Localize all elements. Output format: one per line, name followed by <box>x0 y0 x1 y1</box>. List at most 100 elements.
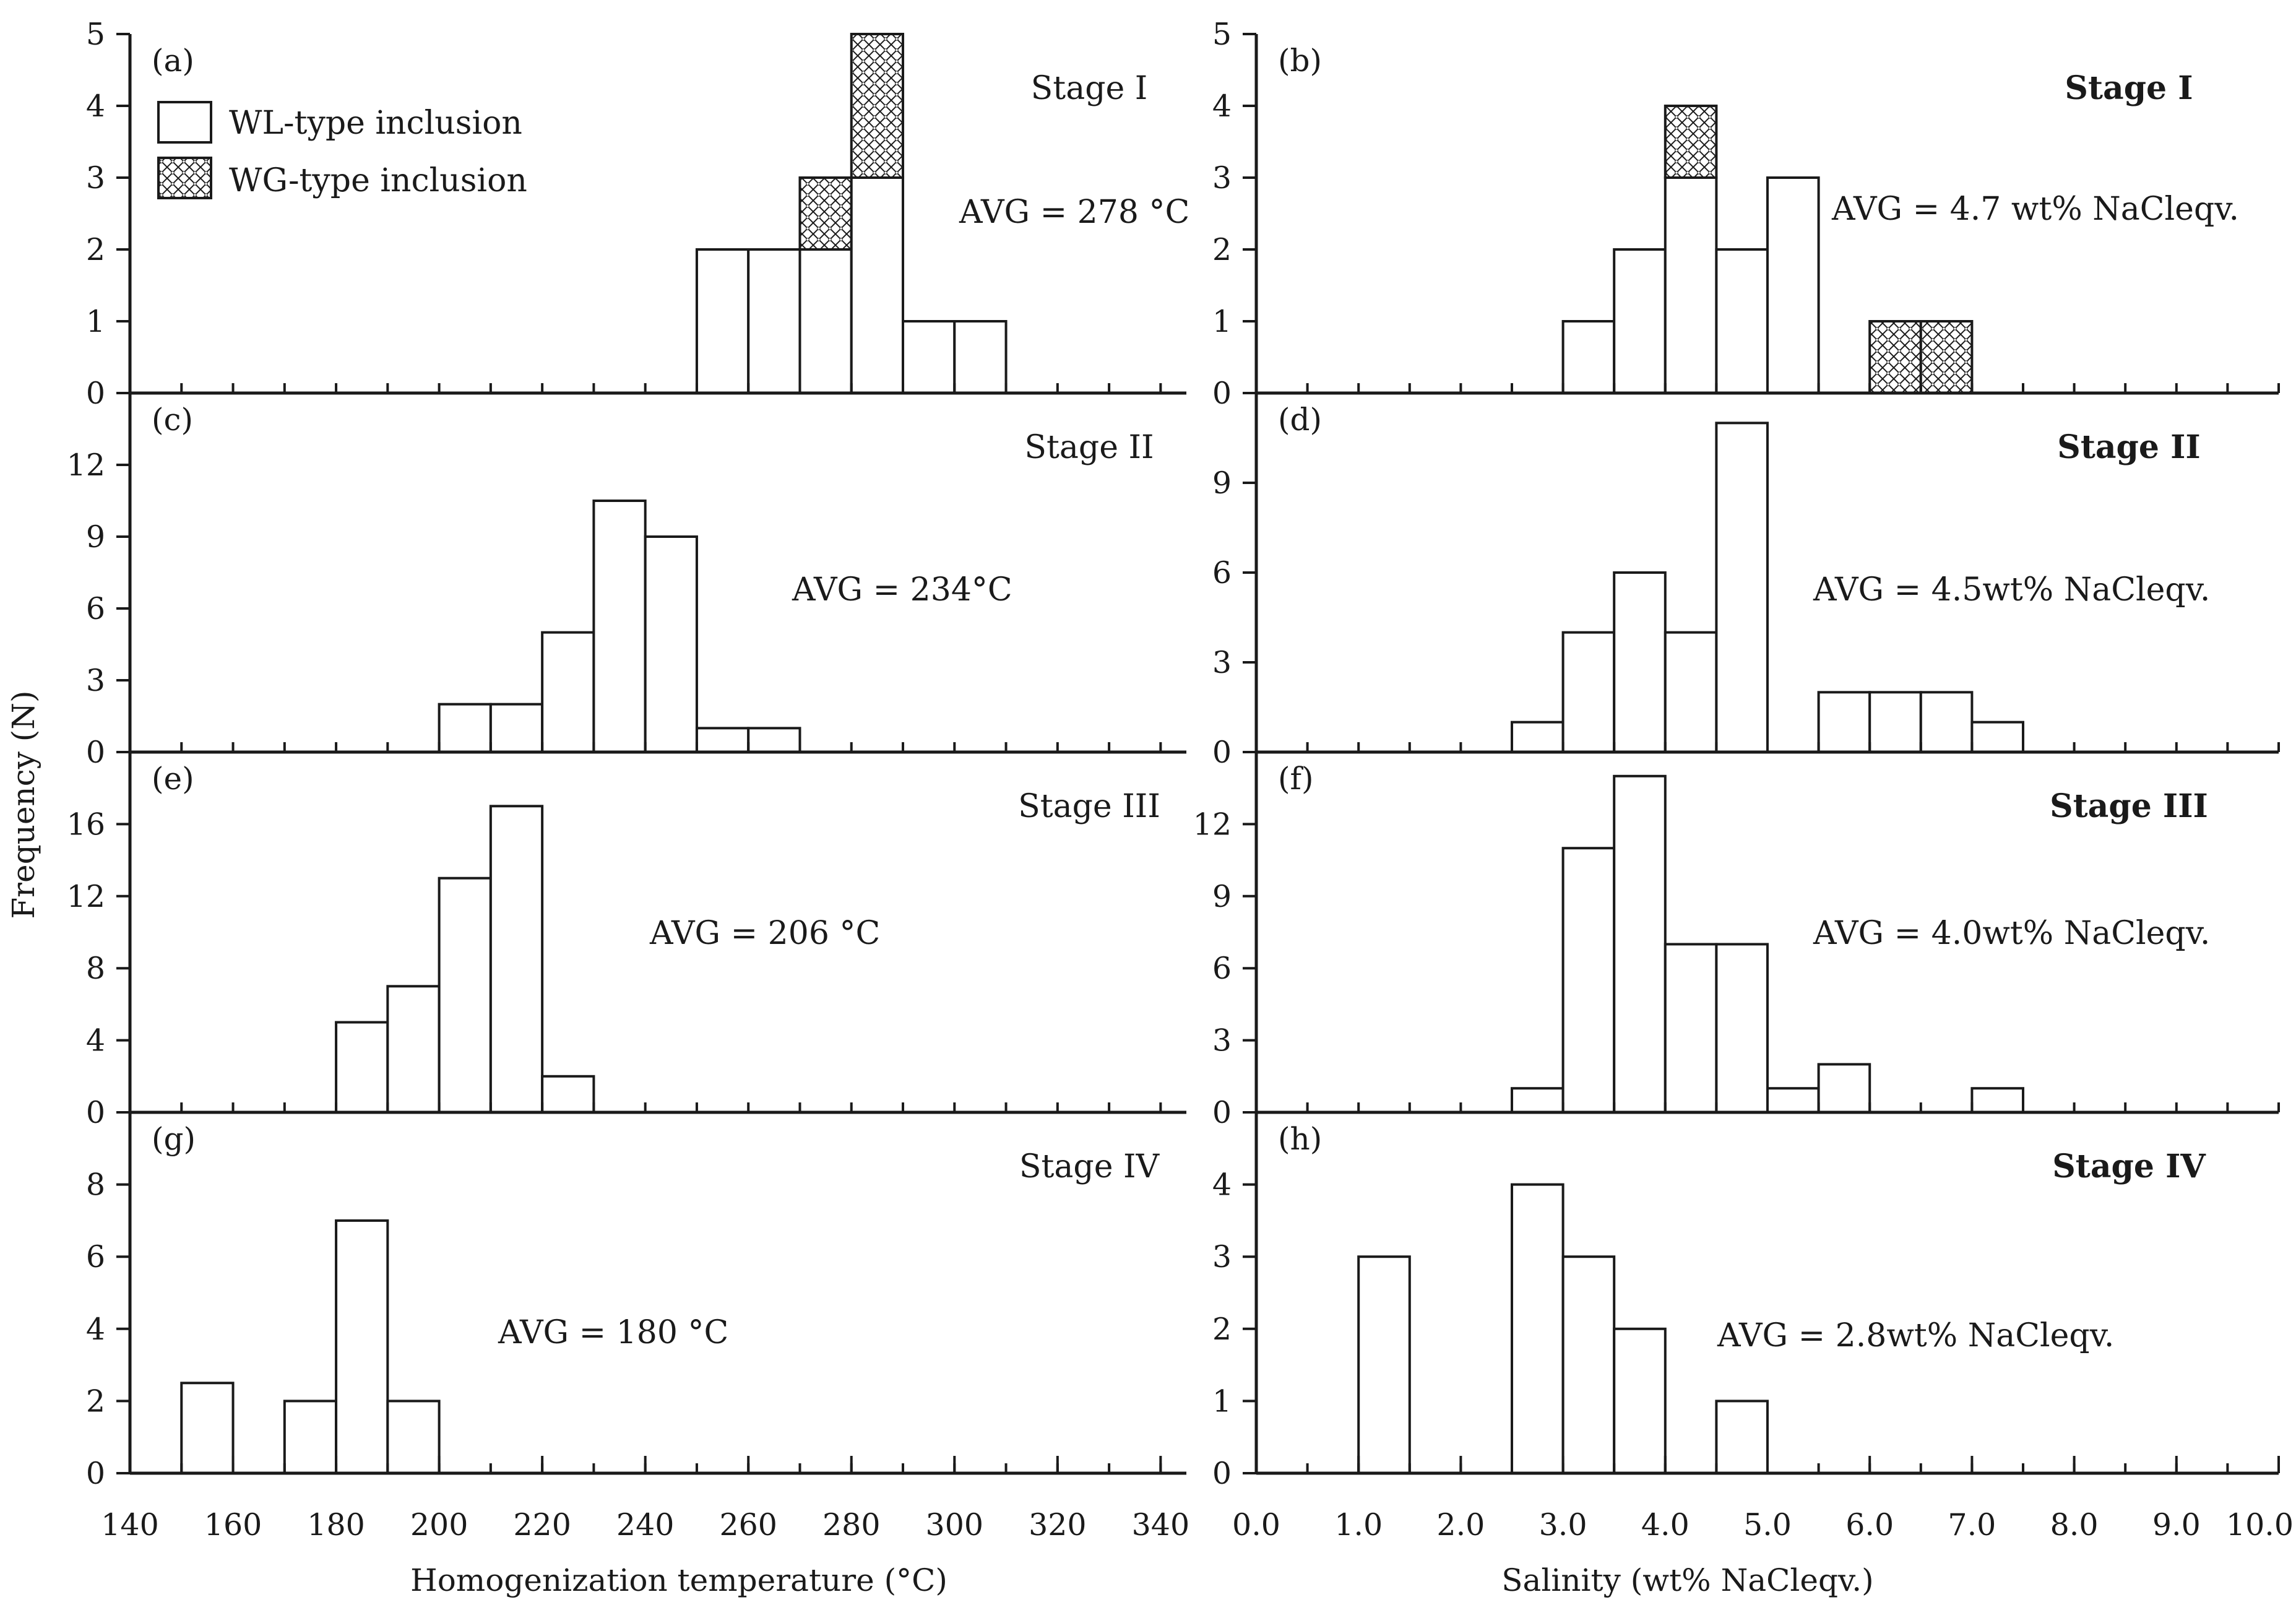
y-tick-label-h-2: 2 <box>1212 1312 1232 1347</box>
bar-a-280-wl <box>850 176 905 394</box>
bar-a-270-wl <box>798 248 853 394</box>
bar-f-5-wl <box>1766 1087 1820 1114</box>
panel-b: 0 1 2 3 4 5 (b) Stage I AVG = 4.7 wt% NaCleqv. <box>1212 17 2280 411</box>
panel-label-b: (b) <box>1278 43 1322 79</box>
panel-d: 0 3 6 9 (d) Stage II AVG = 4.5wt% NaCleqv. <box>1212 393 2280 770</box>
y-tick-label-c-3: 3 <box>86 663 105 698</box>
left-x-tick-label: 340 <box>1132 1507 1190 1543</box>
bar-b-6-wg <box>1868 320 1922 394</box>
y-tick-label-b-2: 2 <box>1212 232 1232 267</box>
y-tick-label-e-4: 4 <box>86 1023 105 1058</box>
left-x-tick-label: 280 <box>822 1507 881 1543</box>
y-tick-label-d-0: 0 <box>1212 735 1232 770</box>
y-tick-label-f-12: 12 <box>1193 807 1232 842</box>
bar-f-2.5-wl <box>1511 1087 1564 1114</box>
avg-label-c: AVG = 234°C <box>792 571 1012 608</box>
y-tick-label-c-6: 6 <box>86 591 105 626</box>
stage-label-c: Stage II <box>1024 429 1154 466</box>
bar-c-200-wl <box>438 703 492 753</box>
bar-f-5.5-wl <box>1817 1063 1871 1114</box>
bar-c-260-wl <box>747 727 801 754</box>
bar-a-290-wl <box>902 320 956 394</box>
bar-b-4-wl <box>1664 176 1718 394</box>
y-tick-label-e-12: 12 <box>67 879 105 914</box>
y-tick-label-d-9: 9 <box>1212 465 1232 501</box>
y-tick-label-h-0: 0 <box>1212 1456 1232 1491</box>
legend-wl-label: WL-type inclusion <box>229 105 522 142</box>
y-tick-label-f-6: 6 <box>1212 951 1232 986</box>
bar-f-7-wl <box>1970 1087 2024 1114</box>
bar-b-4.5-wl <box>1715 248 1769 394</box>
right-x-tick-label: 9.0 <box>2152 1507 2201 1543</box>
stage-label-a: Stage I <box>1031 70 1148 107</box>
left-x-tick-label: 260 <box>719 1507 777 1543</box>
y-tick-label-e-0: 0 <box>86 1095 105 1130</box>
panel-label-e: (e) <box>152 761 194 797</box>
bar-g-180-wl <box>335 1219 389 1475</box>
panel-e: 0 4 8 12 16 (e) Stage III AVG = 206 °C <box>67 752 1186 1130</box>
left-x-tick-label: 200 <box>410 1507 468 1543</box>
left-x-tick-label: 300 <box>926 1507 984 1543</box>
bar-d-6.5-wl <box>1919 691 1974 754</box>
y-tick-label-a-1: 1 <box>86 304 105 339</box>
stage-label-f: Stage III <box>2050 787 2208 825</box>
y-tick-label-g-2: 2 <box>86 1383 105 1419</box>
bar-f-3.5-wl <box>1613 774 1667 1114</box>
left-x-tick-label: 160 <box>204 1507 262 1543</box>
y-axis-title: Frequency (N) <box>6 690 41 919</box>
panel-label-c: (c) <box>152 402 193 438</box>
bar-h-3.5-wl <box>1613 1327 1667 1475</box>
panel-f: 0 3 6 9 12 (f) Stage III AVG = 4.0wt% NaCleqv. <box>1193 752 2280 1130</box>
right-x-tick-label: 4.0 <box>1641 1507 1690 1543</box>
bar-d-2.5-wl <box>1511 721 1564 753</box>
bar-b-4-wg <box>1664 105 1718 179</box>
panel-g: 0 2 4 6 8 (g) Stage IV AVG = 180 °C <box>86 1112 1186 1491</box>
y-tick-label-a-4: 4 <box>86 89 105 124</box>
avg-label-g: AVG = 180 °C <box>498 1314 728 1351</box>
panel-label-a: (a) <box>152 43 194 79</box>
bar-b-3-wl <box>1561 320 1616 394</box>
bar-e-220-wl <box>541 1075 595 1114</box>
bar-e-190-wl <box>386 985 441 1114</box>
y-tick-label-a-3: 3 <box>86 160 105 196</box>
right-x-tick-label: 1.0 <box>1334 1507 1383 1543</box>
bar-c-210-wl <box>489 703 544 753</box>
y-tick-label-h-3: 3 <box>1212 1239 1232 1275</box>
bar-f-3-wl <box>1561 847 1616 1114</box>
left-x-tick-label: 320 <box>1029 1507 1087 1543</box>
stage-label-h: Stage IV <box>2052 1148 2206 1185</box>
y-tick-label-f-0: 0 <box>1212 1095 1232 1130</box>
bar-g-170-wl <box>283 1400 338 1474</box>
avg-label-f: AVG = 4.0wt% NaCleqv. <box>1813 915 2210 952</box>
left-x-tick-label: 140 <box>101 1507 159 1543</box>
y-tick-label-a-2: 2 <box>86 232 105 267</box>
y-tick-label-b-1: 1 <box>1212 304 1232 339</box>
bar-f-4.5-wl <box>1715 943 1769 1114</box>
y-tick-label-g-8: 8 <box>86 1167 105 1203</box>
right-x-tick-label: 2.0 <box>1436 1507 1485 1543</box>
avg-label-d: AVG = 4.5wt% NaCleqv. <box>1813 571 2210 608</box>
bar-h-3-wl <box>1561 1255 1616 1474</box>
left-x-tick-label: 240 <box>616 1507 675 1543</box>
x-tick-labels: 140 160 180 200 220 240 260 280 300 320 340 0.0 1.0 2… <box>101 1456 2294 1543</box>
bar-h-4.5-wl <box>1715 1400 1769 1474</box>
bar-d-3-wl <box>1561 631 1616 754</box>
bar-d-6-wl <box>1868 691 1922 754</box>
bar-e-210-wl <box>489 805 544 1114</box>
bar-b-5-wl <box>1766 176 1820 394</box>
bar-a-280-wg <box>850 33 905 179</box>
bar-e-200-wl <box>438 876 492 1114</box>
y-tick-label-h-1: 1 <box>1212 1383 1232 1419</box>
bar-g-190-wl <box>386 1400 441 1474</box>
bar-c-240-wl <box>644 535 698 753</box>
y-tick-label-d-3: 3 <box>1212 645 1232 680</box>
bar-a-300-wl <box>953 320 1008 394</box>
bar-c-230-wl <box>592 500 647 753</box>
legend: WL-type inclusion WG-type inclusion <box>157 101 527 199</box>
avg-label-b: AVG = 4.7 wt% NaCleqv. <box>1831 191 2239 228</box>
legend-wg-label: WG-type inclusion <box>229 162 527 199</box>
avg-label-h: AVG = 2.8wt% NaCleqv. <box>1717 1317 2114 1354</box>
right-x-tick-label: 0.0 <box>1232 1507 1280 1543</box>
